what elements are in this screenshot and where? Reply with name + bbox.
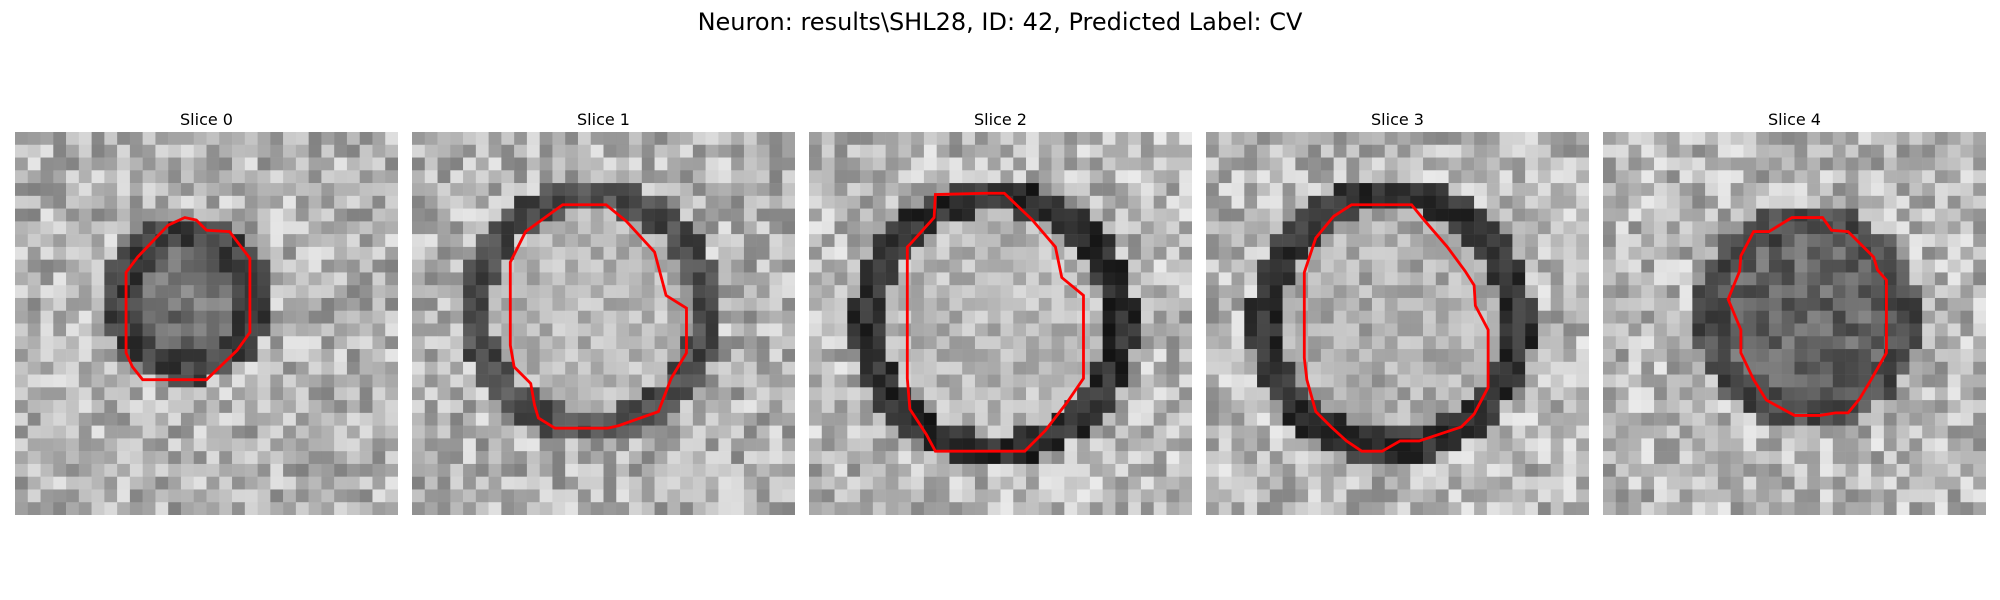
- slice-panel-1: Slice 1: [412, 108, 795, 515]
- slice-title: Slice 1: [577, 110, 630, 129]
- slice-panel-2: Slice 2: [809, 108, 1192, 515]
- slice-title: Slice 0: [180, 110, 233, 129]
- slice-panel-4: Slice 4: [1603, 108, 1986, 515]
- grayscale-pixel-grid: [1603, 132, 1986, 515]
- slice-panel-0: Slice 0: [15, 108, 398, 515]
- grayscale-pixel-grid: [809, 132, 1192, 515]
- contour-outline: [1726, 216, 1888, 417]
- grayscale-pixel-grid: [1206, 132, 1589, 515]
- slice-title: Slice 4: [1768, 110, 1821, 129]
- slice-image-3: [1206, 132, 1589, 515]
- contour-outline: [124, 216, 252, 382]
- slice-title: Slice 3: [1371, 110, 1424, 129]
- slice-image-4: [1603, 132, 1986, 515]
- contour-outline: [905, 191, 1085, 453]
- grayscale-pixel-grid: [15, 132, 398, 515]
- contour-outline: [508, 203, 688, 430]
- slice-image-2: [809, 132, 1192, 515]
- slice-image-0: [15, 132, 398, 515]
- slice-image-1: [412, 132, 795, 515]
- slice-panel-3: Slice 3: [1206, 108, 1589, 515]
- figure-title: Neuron: results\SHL28, ID: 42, Predicted…: [697, 8, 1303, 36]
- grayscale-pixel-grid: [412, 132, 795, 515]
- contour-outline: [1302, 203, 1490, 453]
- slice-title: Slice 2: [974, 110, 1027, 129]
